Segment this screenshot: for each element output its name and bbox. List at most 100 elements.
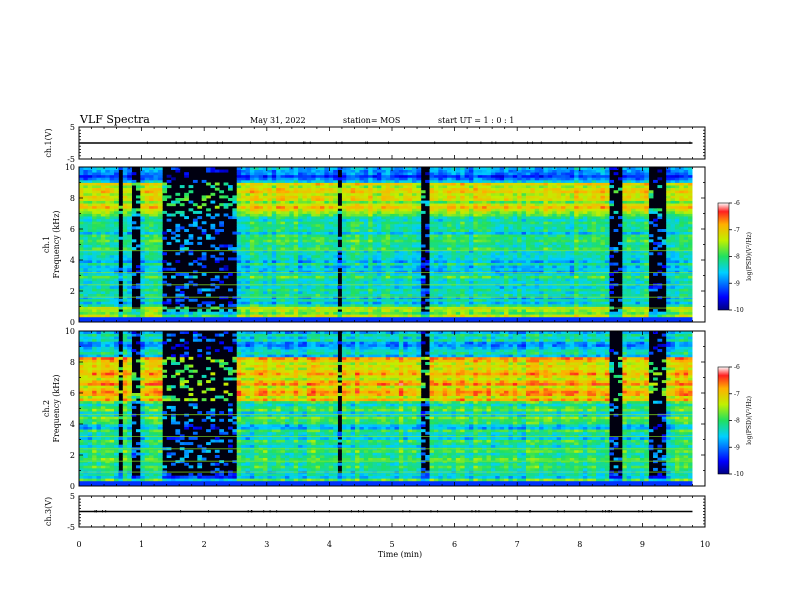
spectrogram-cell [254,208,260,212]
spectrogram-cell [341,267,347,271]
spectrogram-cell [460,205,466,209]
spectrogram-cell [258,311,264,315]
spectrogram-cell [482,319,487,323]
spectrogram-cell [144,198,150,201]
spectrogram-cell [324,244,330,248]
spectrogram-cell [157,169,163,173]
spectrogram-cell [398,187,404,191]
spectrogram-cell [390,239,395,243]
spectrogram-cell [280,278,286,282]
spectrogram-cell [179,319,185,323]
spectrogram-cell [495,185,501,189]
spectrogram-cell [394,185,400,189]
spectrogram-cell [87,213,93,217]
spectrogram-cell [320,262,325,266]
spectrogram-cell [363,311,369,315]
spectrogram-cell [482,291,487,294]
spectrogram-cell [140,247,146,251]
spectrogram-cell [280,198,286,201]
spectrogram-cell [105,234,111,238]
spectrogram-cell [219,303,224,307]
spectrogram-cell [328,296,334,300]
spectrogram-cell [482,205,487,209]
spectrogram-cell [407,270,413,274]
spectrogram-cell [267,244,273,248]
spectrogram-cell [473,270,479,274]
spectrogram-cell [429,195,435,199]
spectrogram-cell [433,311,439,315]
spectrogram-cell [363,280,369,284]
spectrogram-cell [144,203,150,207]
spectrogram-cell [385,179,391,183]
spectrogram-cell [420,195,426,199]
spectrogram-cell [495,272,501,276]
spectrogram-cell [105,311,111,315]
spectrogram-cell [346,257,352,261]
spectrogram-cell [100,262,106,266]
spectrogram-cell [350,260,356,263]
spectrogram-cell [333,208,338,212]
spectrogram-cell [469,239,474,243]
spectrogram-cell [105,265,111,269]
spectrogram-cell [372,216,378,220]
spectrogram-cell [469,301,474,305]
spectrogram-cell [249,205,255,209]
spectrogram-cell [105,187,111,191]
spectrogram-cell [83,254,89,258]
spectrogram-cell [398,316,404,320]
spectrogram-cell [131,213,137,217]
spectrogram-cell [447,177,452,181]
spectrogram-cell [293,303,299,307]
spectrogram-cell [276,247,281,251]
spectrogram-cell [390,244,395,248]
spectrogram-cell [263,291,268,294]
spectrogram-cell [495,169,501,173]
spectrogram-cell [280,190,286,194]
spectrogram-cell [341,216,347,220]
spectrogram-cell [451,285,457,289]
spectrogram-cell [324,169,330,173]
spectrogram-cell [293,182,299,186]
spectrogram-cell [175,210,181,214]
spectrogram-cell [153,285,159,289]
spectrogram-cell [464,301,470,305]
spectrogram-cell [469,203,474,207]
spectrogram-cell [241,221,246,225]
spectrogram-cell [315,203,321,207]
spectrogram-cell [157,244,163,248]
spectrogram-cell [376,275,382,279]
spectrogram-cell [135,182,141,186]
spectrogram-cell [306,298,312,302]
spectrogram-cell [376,309,382,313]
spectrogram-cell [92,247,97,251]
spectrogram-cell [390,190,395,194]
spectrogram-cell [469,218,474,222]
spectrogram-cell [249,177,255,181]
spectrogram-cell [412,293,417,297]
spectrogram-cell [306,236,312,240]
spectrogram-cell [171,309,176,313]
spectrogram-cell [376,244,382,248]
spectrogram-cell [206,208,211,212]
spectrogram-cell [114,254,119,258]
spectrogram-cell [298,195,303,199]
spectrogram-cell [464,244,470,248]
spectrogram-cell [490,288,496,292]
spectrogram-cell [429,210,435,214]
spectrogram-cell [263,234,268,238]
spectrogram-cell [245,288,251,292]
spectrogram-cell [447,200,452,204]
spectrogram-cell [258,267,264,271]
spectrogram-cell [381,275,387,279]
spectrogram-cell [306,280,312,284]
spectrogram-cell [407,265,413,269]
spectrogram-cell [412,208,417,212]
spectrogram-cell [109,316,115,320]
spectrogram-cell [473,198,479,201]
spectrogram-cell [92,244,97,248]
spectrogram-cell [201,265,207,269]
spectrogram-cell [482,278,487,282]
spectrogram-cell [263,208,268,212]
spectrogram-cell [376,169,382,173]
spectrogram-cell [416,296,422,300]
